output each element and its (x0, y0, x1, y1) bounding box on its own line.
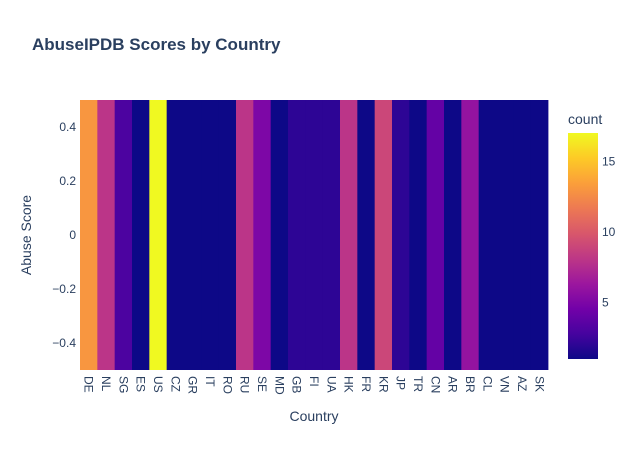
x-tick-label-ro: RO (220, 376, 234, 394)
x-tick-label-ua: UA (324, 376, 338, 393)
heatmap-cell-cz (166, 100, 185, 370)
x-tick-label-gr: GR (186, 376, 200, 394)
heatmap-cell-kr (374, 100, 393, 370)
heatmap-cell-se (253, 100, 272, 370)
x-tick-label-az: AZ (515, 376, 529, 391)
heatmap-cell-ar (444, 100, 462, 370)
x-tick-label-ru: RU (238, 376, 252, 393)
x-tick-label-de: DE (82, 376, 96, 393)
x-tick-label-fi: FI (307, 376, 321, 387)
heatmap-cell-vn (496, 100, 514, 370)
x-axis-label: Country (289, 408, 338, 424)
heatmap-cell-md (270, 100, 289, 370)
colorbar-title: count (568, 111, 602, 127)
x-tick-label-us: US (151, 376, 165, 393)
heatmap-cell-fr (357, 100, 376, 370)
heatmap-cell-ru (236, 100, 254, 370)
plot-area (80, 100, 549, 370)
y-axis-label: Abuse Score (18, 195, 34, 275)
heatmap-cell-ua (322, 100, 341, 370)
heatmap-cell-nl (97, 100, 116, 370)
y-tick-labels: 0.4 0.2 0 −0.2 −0.4 (52, 120, 76, 350)
heatmap-cell-ro (218, 100, 237, 370)
colorbar (568, 133, 598, 359)
y-tick-label-1: 0.2 (59, 174, 76, 188)
x-tick-label-it: IT (203, 376, 217, 387)
colorbar-tick-label-15: 15 (602, 154, 616, 168)
x-tick-label-cn: CN (428, 376, 442, 393)
x-tick-label-tr: TR (411, 376, 425, 392)
chart-title: AbuseIPDB Scores by Country (32, 35, 281, 54)
heatmap-cell-az (513, 100, 532, 370)
x-tick-label-cl: CL (480, 376, 494, 392)
heatmap-cell-de (80, 100, 98, 370)
colorbar-tick-labels: 5 10 15 (602, 154, 616, 309)
heatmap-cell-sk (530, 100, 549, 370)
heatmap-cell-br (461, 100, 480, 370)
x-tick-label-cz: CZ (168, 376, 182, 392)
y-tick-label-4: −0.4 (52, 336, 76, 350)
x-tick-label-se: SE (255, 376, 269, 392)
x-tick-labels: DE NL SG ES US CZ GR IT RO RU SE MD GB FI UA HK FR KR JP TR… (82, 376, 547, 395)
y-tick-label-3: −0.2 (52, 282, 76, 296)
x-tick-label-vn: VN (498, 376, 512, 393)
y-tick-label-0: 0.4 (59, 120, 76, 134)
y-tick-label-2: 0 (69, 228, 76, 242)
heatmap-cell-cl (478, 100, 497, 370)
heatmap-cell-sg (114, 100, 133, 370)
colorbar-tick-label-5: 5 (602, 296, 609, 310)
x-tick-label-jp: JP (394, 376, 408, 390)
heatmap-cell-gr (184, 100, 202, 370)
heatmap-cell-hk (340, 100, 358, 370)
heatmap-cell-it (201, 100, 220, 370)
x-tick-label-sg: SG (116, 376, 130, 393)
x-tick-label-es: ES (134, 376, 148, 392)
heatmap-cell-jp (392, 100, 410, 370)
x-tick-label-nl: NL (99, 376, 113, 392)
heatmap-cell-es (132, 100, 150, 370)
colorbar-tick-label-10: 10 (602, 225, 616, 239)
heatmap-cell-us (149, 100, 168, 370)
x-tick-label-hk: HK (342, 376, 356, 393)
x-tick-label-ar: AR (446, 376, 460, 393)
x-tick-label-br: BR (463, 376, 477, 393)
x-tick-label-fr: FR (359, 376, 373, 392)
heatmap-cell-gb (288, 100, 306, 370)
x-tick-label-sk: SK (532, 376, 546, 392)
heatmap-cell-fi (305, 100, 324, 370)
heatmap-cell-cn (426, 100, 445, 370)
heatmap-cell-tr (409, 100, 428, 370)
x-tick-label-md: MD (272, 376, 286, 395)
x-tick-label-gb: GB (290, 376, 304, 393)
x-tick-label-kr: KR (376, 376, 390, 393)
